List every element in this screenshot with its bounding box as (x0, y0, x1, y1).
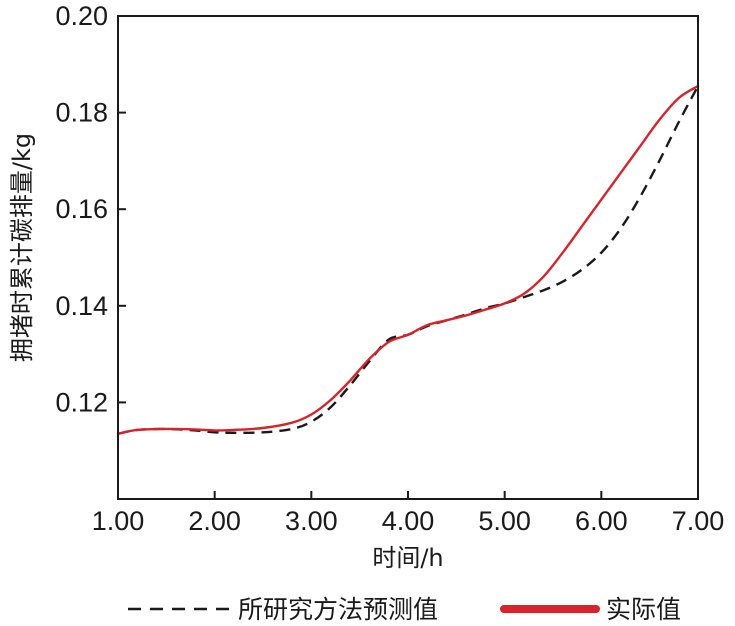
y-tick-label: 0.20 (55, 1, 108, 31)
x-tick-label: 5.00 (478, 506, 531, 536)
series-line-actual (116, 84, 700, 435)
x-tick-label: 6.00 (575, 506, 628, 536)
x-tick-label: 4.00 (382, 506, 435, 536)
y-tick-label: 0.16 (55, 194, 108, 224)
y-tick-label: 0.12 (55, 387, 108, 417)
x-axis-title: 时间/h (372, 544, 443, 572)
y-tick-label: 0.14 (55, 291, 108, 321)
x-axis-ticks: 1.00 2.00 3.00 4.00 5.00 6.00 7.00 (92, 491, 725, 536)
plot-frame (117, 15, 699, 500)
legend: 所研究方法预测值 实际值 (128, 595, 681, 624)
x-tick-label: 1.00 (92, 506, 145, 536)
x-tick-label: 2.00 (188, 506, 241, 536)
y-tick-label: 0.18 (55, 98, 108, 128)
series-layer (116, 84, 700, 435)
legend-label-actual: 实际值 (606, 595, 681, 624)
y-axis-title: 拥堵时累计碳排量/kg (8, 133, 36, 362)
x-tick-label: 7.00 (672, 506, 725, 536)
x-tick-label: 3.00 (285, 506, 338, 536)
y-axis-ticks: 0.12 0.14 0.16 0.18 0.20 (55, 1, 126, 417)
legend-label-predicted: 所研究方法预测值 (238, 595, 438, 624)
series-line-predicted (117, 85, 700, 435)
